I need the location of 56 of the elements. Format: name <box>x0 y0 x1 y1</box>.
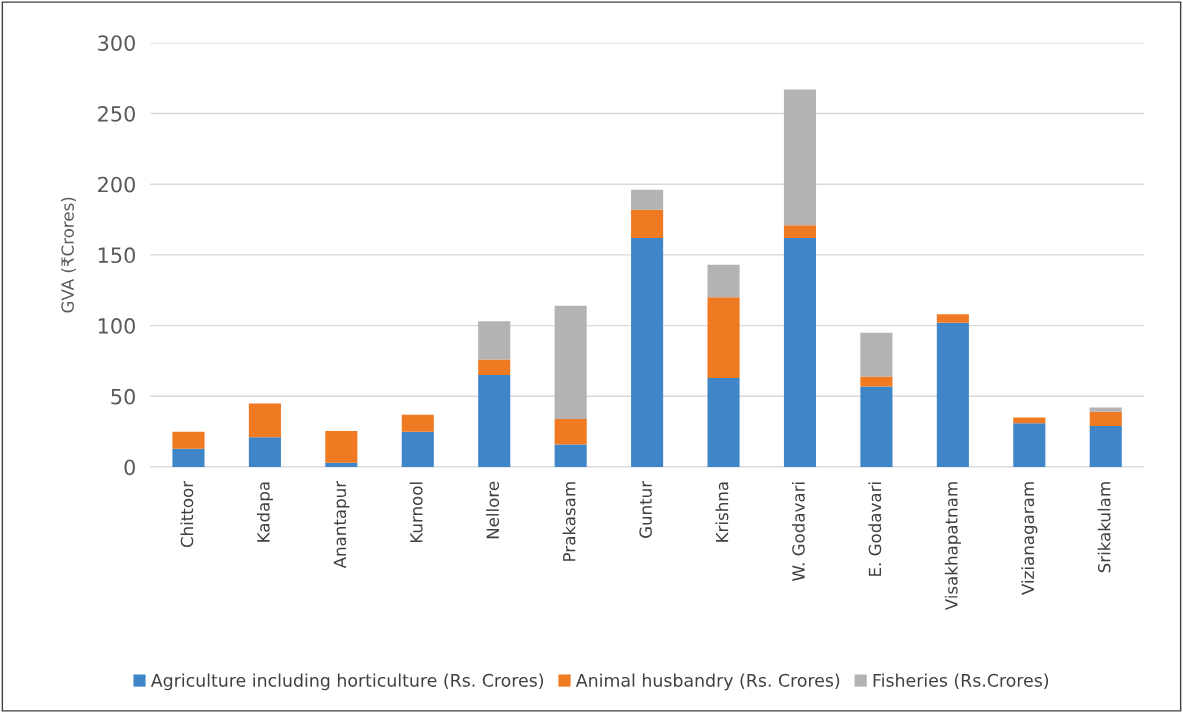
bar <box>936 314 969 323</box>
x-tick-label: Anantapur <box>333 480 350 569</box>
y-tick-label: 0 <box>124 459 135 476</box>
bar <box>401 414 434 432</box>
x-tick-label: Nellore <box>486 481 500 539</box>
x-tick-label: Visakhapatnam <box>944 482 961 611</box>
x-tick-label: Guntur <box>639 480 652 538</box>
legend-label: Animal husbandry (Rs. Crores) <box>575 673 840 691</box>
bar <box>1013 423 1046 468</box>
y-tick-label: 150 <box>98 247 135 264</box>
x-tick-label: Prakasam <box>562 482 576 561</box>
bar <box>172 431 205 449</box>
bar <box>554 418 587 445</box>
bar <box>707 377 740 468</box>
x-tick-label: E. Godavari <box>868 482 882 576</box>
y-tick-label: 200 <box>98 176 135 193</box>
bar <box>1089 407 1122 412</box>
bar <box>707 264 740 298</box>
bar <box>707 297 740 378</box>
bar <box>783 225 817 238</box>
y-tick-label: 100 <box>98 318 135 334</box>
x-tick-label: Kadapa <box>256 482 273 542</box>
bar <box>631 237 664 468</box>
bar <box>631 209 664 238</box>
bar <box>248 403 281 438</box>
bar <box>172 448 205 468</box>
bar <box>478 375 511 468</box>
bar <box>401 431 434 468</box>
bar <box>631 189 664 210</box>
bar <box>860 386 893 468</box>
bar <box>783 89 817 226</box>
bar <box>783 237 817 468</box>
y-tick-label: 50 <box>111 388 135 405</box>
bar <box>325 430 358 463</box>
bar <box>860 332 893 377</box>
legend-label: Fisheries (Rs.Crores) <box>873 673 1049 689</box>
x-tick-label: Vizianagaram <box>1021 482 1038 595</box>
bar <box>478 359 511 376</box>
bar <box>936 322 969 468</box>
x-tick-label: Kurnool <box>409 482 423 543</box>
x-tick-label: Krishna <box>715 482 729 542</box>
bar <box>554 444 587 468</box>
bar <box>1089 426 1122 468</box>
x-tick-label: Chittoor <box>180 480 194 548</box>
x-tick-label: W. Godavari <box>791 482 805 581</box>
y-tick-label: 300 <box>98 35 135 51</box>
bar <box>478 321 511 360</box>
bar <box>1089 411 1122 427</box>
bar <box>860 376 893 387</box>
bar <box>554 305 587 419</box>
y-axis-title: GVA (₹Crores) <box>61 197 76 313</box>
bar <box>325 462 358 468</box>
bar <box>248 437 281 468</box>
legend-label: Agriculture including horticulture (Rs. Crores) <box>150 673 544 691</box>
y-tick-label: 250 <box>98 105 135 122</box>
x-tick-label: Srikakulam <box>1097 482 1111 573</box>
